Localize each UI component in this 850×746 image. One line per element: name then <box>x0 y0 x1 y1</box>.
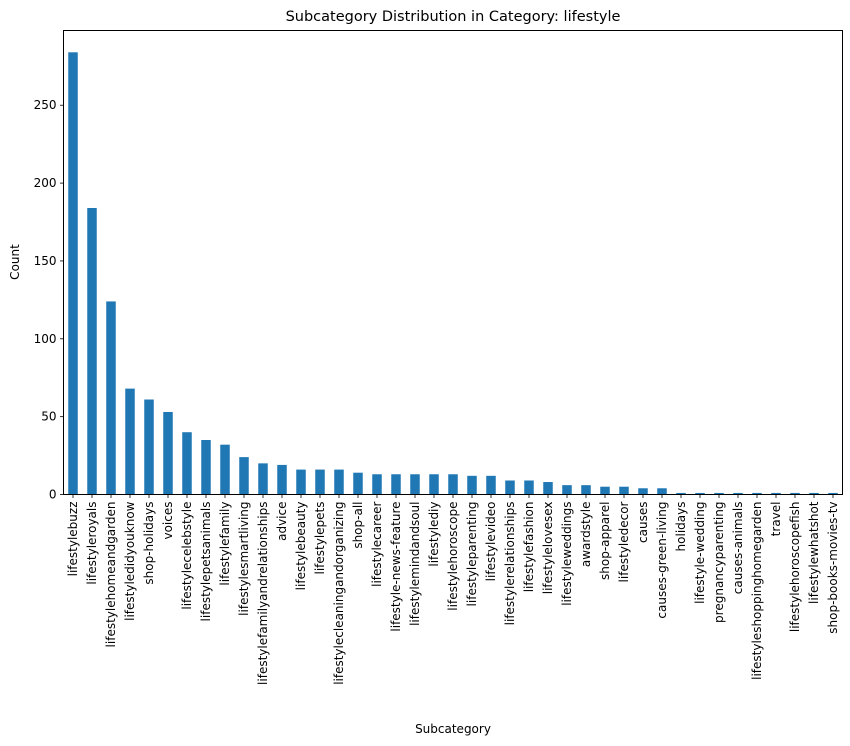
bar-lifestylevideo <box>486 475 496 495</box>
x-tick-label: awardstyle <box>579 502 593 568</box>
x-tick-label: lifestyleparenting <box>465 502 479 607</box>
x-tick-label: lifestylesmartliving <box>237 502 251 616</box>
y-tick-label: 100 <box>34 332 57 346</box>
x-tick-label: lifestylehoroscopefish <box>788 502 802 633</box>
x-tick-label: lifestylefamily <box>218 502 232 586</box>
bar-lifestyle-news-feature <box>391 474 401 495</box>
x-tick-label: pregnancyparenting <box>712 502 726 623</box>
x-tick-label: lifestyledidyouknow <box>123 501 137 621</box>
x-tick-label: lifestylecareer <box>370 501 384 586</box>
bar-lifestylewhatshot <box>809 492 819 495</box>
bar-lifestylediy <box>429 474 439 495</box>
x-tick-label: holidays <box>674 502 688 552</box>
x-tick-label: causes-green-living <box>655 502 669 619</box>
bar-lifestylesmartliving <box>239 457 249 495</box>
bar-lifestylepetsanimals <box>201 440 211 495</box>
bar-lifestylecleaningandorganizing <box>334 469 344 495</box>
bar-lifestyleweddings <box>562 485 572 495</box>
plot-area <box>68 52 838 495</box>
bar-shop-books-movies-tv <box>828 492 838 495</box>
bar-lifestylehoroscope <box>448 474 458 495</box>
bar-holidays <box>676 492 686 495</box>
x-tick-label: lifestylemindandsoul <box>408 502 422 626</box>
bar-causes-green-living <box>657 488 667 495</box>
x-tick-label: lifestylefashion <box>522 502 536 593</box>
x-axis: lifestylebuzz lifestyleroyals lifestylehom… <box>66 494 840 685</box>
bar-lifestyleshoppinghomegarden <box>752 492 762 495</box>
y-axis: 0 50 100 150 200 250 <box>34 98 64 502</box>
x-tick-label: causes <box>636 502 650 543</box>
y-tick-label: 50 <box>41 410 56 424</box>
bar-lifestylefamily <box>220 444 230 495</box>
x-tick-label: lifestylecleaningandorganizing <box>332 502 346 685</box>
bar-lifestylemindandsoul <box>410 474 420 495</box>
x-tick-label: lifestylehoroscope <box>446 502 460 611</box>
x-tick-label: lifestylepets <box>313 502 327 575</box>
y-axis-title: Count <box>8 244 22 280</box>
x-tick-label: lifestylecelebstyle <box>180 502 194 610</box>
x-tick-label: lifestyleweddings <box>560 502 574 606</box>
bar-lifestylehoroscopefish <box>790 492 800 495</box>
bar-lifestylelovesex <box>543 482 553 495</box>
bar-awardstyle <box>581 485 591 495</box>
x-tick-label: travel <box>769 502 783 537</box>
x-tick-label: lifestylefamilyandrelationships <box>256 502 270 685</box>
x-tick-label: lifestylepetsanimals <box>199 502 213 622</box>
plot-frame <box>63 30 843 495</box>
x-tick-label: lifestylehomeandgarden <box>104 502 118 648</box>
x-tick-label: lifestyleshoppinghomegarden <box>750 502 764 680</box>
x-tick-label: lifestylerelationships <box>503 502 517 626</box>
bar-travel <box>771 492 781 495</box>
bar-lifestyledidyouknow <box>125 388 135 495</box>
x-tick-label: lifestylediy <box>427 502 441 567</box>
chart-title: Subcategory Distribution in Category: li… <box>286 9 621 25</box>
x-tick-label: shop-all <box>351 502 365 549</box>
x-tick-label: lifestyle-news-feature <box>389 502 403 632</box>
x-tick-label: lifestyleroyals <box>85 502 99 585</box>
bar-shop-all <box>353 472 363 495</box>
x-tick-label: lifestylewhatshot <box>807 501 821 604</box>
x-tick-label: shop-holidays <box>142 502 156 585</box>
bar-lifestylehomeandgarden <box>106 301 116 495</box>
bar-shop-holidays <box>144 399 154 495</box>
bar-causes-animals <box>733 492 743 495</box>
x-tick-label: voices <box>161 502 175 540</box>
bar-lifestyle-wedding <box>695 492 705 495</box>
bar-voices <box>163 411 173 495</box>
bar-shop-apparel <box>600 486 610 495</box>
x-tick-label: lifestyle-wedding <box>693 502 707 604</box>
bar-lifestyledecor <box>619 486 629 495</box>
x-axis-title: Subcategory <box>415 722 491 736</box>
bar-causes <box>638 488 648 495</box>
bar-lifestyleparenting <box>467 475 477 495</box>
y-tick-label: 0 <box>49 488 57 502</box>
bar-lifestyleroyals <box>87 208 97 495</box>
bar-pregnancyparenting <box>714 492 724 495</box>
y-tick-label: 200 <box>34 176 57 190</box>
bar-lifestylefamilyandrelationships <box>258 463 268 495</box>
bar-advice <box>277 464 287 495</box>
bar-lifestylepets <box>315 469 325 495</box>
x-tick-label: shop-books-movies-tv <box>826 502 840 634</box>
x-tick-label: causes-animals <box>731 502 745 595</box>
x-tick-label: lifestylebuzz <box>66 502 80 577</box>
bar-lifestylecelebstyle <box>182 432 192 495</box>
y-tick-label: 150 <box>34 254 57 268</box>
bar-lifestylebuzz <box>68 52 78 495</box>
x-tick-label: lifestylevideo <box>484 502 498 582</box>
y-tick-label: 250 <box>34 98 57 112</box>
x-tick-label: lifestyledecor <box>617 501 631 582</box>
x-tick-label: shop-apparel <box>598 502 612 580</box>
bar-lifestylebeauty <box>296 469 306 495</box>
bar-lifestylecareer <box>372 474 382 495</box>
bar-lifestylefashion <box>524 480 534 495</box>
x-tick-label: advice <box>275 502 289 541</box>
x-tick-label: lifestylelovesex <box>541 502 555 595</box>
bar-lifestylerelationships <box>505 480 515 495</box>
x-tick-label: lifestylebeauty <box>294 502 308 591</box>
